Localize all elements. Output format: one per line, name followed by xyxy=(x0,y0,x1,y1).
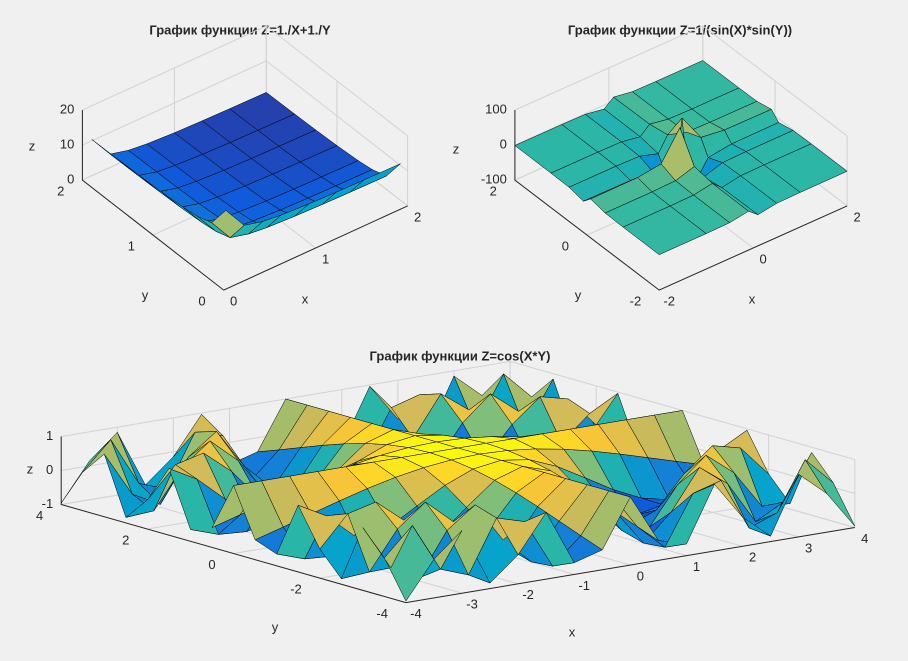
z-tick-label: 1 xyxy=(46,428,53,443)
x-tick-label: -3 xyxy=(466,597,478,612)
axis-line xyxy=(60,436,855,604)
y-tick-label: 0 xyxy=(208,557,215,572)
z-axis-label: z xyxy=(27,461,34,476)
y-tick-label: -2 xyxy=(290,581,302,596)
x-tick-label: 4 xyxy=(861,531,868,546)
chart-title: График функции Z=cos(X*Y) xyxy=(370,348,551,363)
x-tick-label: 0 xyxy=(637,568,644,583)
surface-patch xyxy=(89,432,140,484)
x-tick-label: 2 xyxy=(854,209,861,224)
surface-patch xyxy=(684,445,735,474)
surface-patch xyxy=(362,525,413,569)
chart-title: График функции Z=1/(sin(X)*sin(Y)) xyxy=(568,22,792,37)
y-tick-label: 2 xyxy=(122,532,129,547)
y-axis-label: y xyxy=(142,287,149,302)
x-tick-label: -2 xyxy=(663,294,675,309)
surface-patch xyxy=(667,117,702,138)
surface-patch xyxy=(776,459,827,514)
surface-patch xyxy=(496,512,547,556)
grid-line xyxy=(82,25,408,137)
surface-patch xyxy=(147,464,198,501)
grid-line xyxy=(82,60,408,172)
x-tick-label: 2 xyxy=(749,550,756,565)
z-tick-label: 0 xyxy=(46,462,53,477)
surface-patch xyxy=(440,393,491,424)
z-tick-label: 0 xyxy=(67,172,74,187)
axis-line xyxy=(81,110,408,291)
grid-line xyxy=(61,360,855,460)
chart-title: График функции Z=1./X+1./Y xyxy=(149,22,331,37)
y-tick-label: -4 xyxy=(376,606,388,621)
x-tick-label: -4 xyxy=(410,606,422,621)
surface-patch xyxy=(490,393,541,425)
surface-patch xyxy=(580,490,631,551)
z-tick-label: 10 xyxy=(60,137,74,152)
x-tick-label: 0 xyxy=(230,294,237,309)
x-tick-label: -2 xyxy=(522,587,534,602)
surface-patch xyxy=(188,431,239,461)
surface-patch xyxy=(82,439,133,495)
surface-patch xyxy=(297,505,349,550)
surface-patch xyxy=(425,501,476,531)
surface-patch xyxy=(677,454,728,485)
x-tick-label: 1 xyxy=(693,559,700,574)
x-tick-label: -1 xyxy=(578,578,590,593)
y-axis-label: y xyxy=(272,619,279,634)
axis-line xyxy=(514,110,848,291)
z-tick-label: 100 xyxy=(485,102,507,117)
y-tick-label: 1 xyxy=(128,239,135,254)
x-tick-label: 2 xyxy=(414,209,421,224)
z-tick-label: -100 xyxy=(481,172,507,187)
y-tick-label: -2 xyxy=(630,294,642,309)
z-tick-label: -1 xyxy=(42,496,54,511)
x-tick-label: 1 xyxy=(322,251,329,266)
y-tick-label: 2 xyxy=(57,184,64,199)
x-axis-label: x xyxy=(749,291,756,306)
x-tick-label: 3 xyxy=(805,540,812,555)
surface-patch xyxy=(412,525,463,570)
y-tick-label: 0 xyxy=(562,239,569,254)
y-tick-label: 4 xyxy=(36,508,43,523)
z-tick-label: 20 xyxy=(60,102,74,117)
x-axis-label: x xyxy=(302,291,309,306)
surface-patch xyxy=(391,393,442,439)
surface-patch xyxy=(622,205,707,255)
surface-patch xyxy=(233,480,284,541)
z-axis-label: z xyxy=(453,141,460,156)
y-axis-label: y xyxy=(575,287,582,302)
y-tick-label: 2 xyxy=(490,184,497,199)
x-axis-label: x xyxy=(569,624,576,639)
surface-patch xyxy=(211,210,245,238)
grid-line xyxy=(514,25,848,137)
surface-patch xyxy=(453,373,504,428)
surface-patch xyxy=(692,480,743,518)
y-tick-label: 0 xyxy=(198,294,205,309)
z-axis-label: z xyxy=(29,138,36,153)
x-tick-label: 0 xyxy=(760,251,767,266)
z-tick-label: 0 xyxy=(500,137,507,152)
surface-patch xyxy=(503,373,554,429)
surface-patch xyxy=(539,396,590,443)
surface-patch xyxy=(375,501,426,530)
